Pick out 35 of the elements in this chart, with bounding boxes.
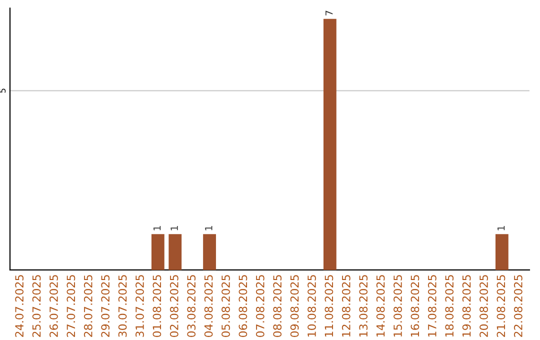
x-tick-label: 08.08.2025	[273, 275, 282, 338]
data-label: 1	[170, 226, 178, 230]
x-tick-label: 13.08.2025	[359, 275, 368, 337]
x-tick-label: 07.08.2025	[256, 275, 264, 338]
x-tick-label: 16.08.2025	[410, 275, 420, 337]
x-tick-label: 19.08.2025	[462, 275, 471, 337]
x-tick-label: 29.07.2025	[101, 275, 110, 337]
x-tick-label: 17.08.2025	[428, 275, 436, 337]
x-tick-label: 14.08.2025	[376, 275, 385, 337]
x-tick-label: 15.08.2025	[394, 275, 402, 337]
x-tick-label: 01.08.2025	[152, 275, 162, 338]
x-tick-label: 04.08.2025	[204, 275, 213, 338]
x-tick-label: 05.08.2025	[222, 275, 230, 338]
x-tick-label: 11.08.2025	[324, 275, 334, 337]
x-tick-label: 06.08.2025	[238, 275, 248, 338]
x-tick-label: 30.07.2025	[118, 275, 127, 337]
x-tick-label: 21.08.2025	[496, 275, 506, 337]
x-tick-label: 24.07.2025	[15, 275, 24, 337]
x-tick-label: 20.08.2025	[480, 275, 488, 337]
x-tick-label: 03.08.2025	[187, 275, 196, 338]
x-tick-label: 09.08.2025	[290, 275, 299, 338]
x-tick-label: 02.08.2025	[170, 275, 178, 338]
x-tick-label: 22.08.2025	[514, 275, 522, 337]
x-tick-label: 31.07.2025	[136, 275, 144, 337]
x-tick-label: 10.08.2025	[308, 275, 316, 337]
x-tick-label: 28.07.2025	[84, 275, 92, 337]
x-tick-label: 26.07.2025	[50, 275, 58, 337]
x-tick-label: 27.07.2025	[66, 275, 76, 337]
data-label: 1	[205, 226, 212, 230]
data-label: 1	[498, 226, 505, 230]
x-tick-label: 12.08.2025	[342, 275, 350, 337]
x-tick-label: 25.07.2025	[32, 275, 41, 337]
x-tick-label: 18.08.2025	[445, 275, 454, 337]
data-label: 1	[154, 226, 161, 230]
data-label: 7	[326, 10, 333, 16]
